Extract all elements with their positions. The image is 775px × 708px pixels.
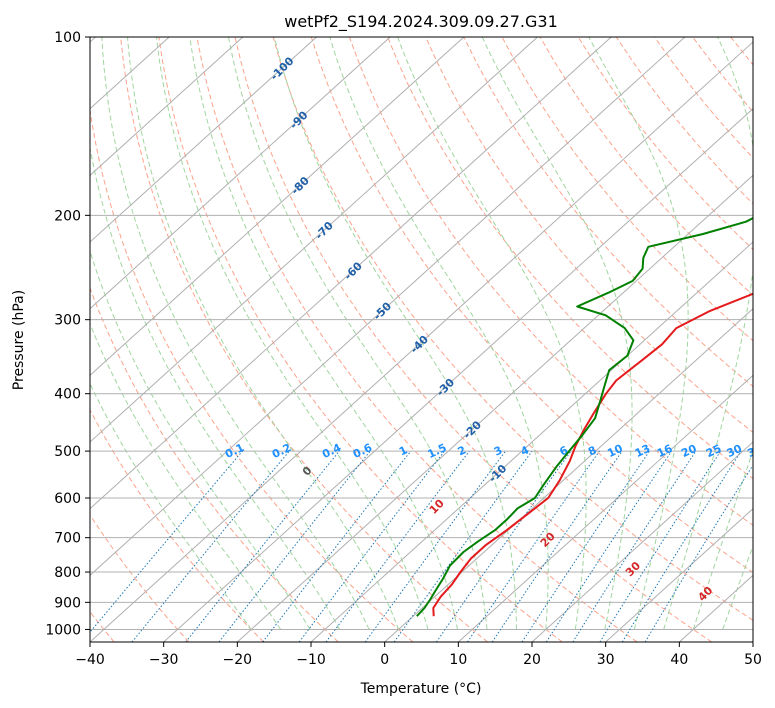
- isotherm-gridline: [236, 174, 753, 642]
- moist-adiabat: [329, 37, 549, 630]
- moist-adiabat: [692, 449, 753, 630]
- moist-adiabat: [397, 37, 587, 630]
- x-tick-label: 20: [523, 652, 541, 668]
- mixing-ratio-label: 25: [704, 442, 723, 460]
- isotherm-gridline: [90, 37, 538, 443]
- moist-adiabat: [156, 37, 429, 630]
- isotherm-gridline: [752, 641, 753, 642]
- y-tick-label: 700: [54, 531, 81, 547]
- mixing-ratio-label: 20: [679, 442, 699, 460]
- y-tick-label: 900: [54, 595, 81, 611]
- mixing-ratio-line: [218, 450, 371, 642]
- isotherm-gridline: [384, 307, 753, 642]
- y-tick-label: 200: [54, 208, 81, 224]
- grid-lines: [90, 37, 753, 642]
- x-tick-label: −40: [75, 652, 105, 668]
- isotherm-gridline: [90, 37, 391, 310]
- y-tick-label: 800: [54, 565, 81, 581]
- x-axis-title: Temperature (°C): [360, 681, 482, 697]
- x-tick-label: 10: [449, 652, 467, 668]
- dry-adiabat: [90, 408, 264, 642]
- chart-title: wetPf2_S194.2024.309.09.27.G31: [284, 12, 558, 32]
- isotherm-gridline: [531, 441, 753, 642]
- y-tick-label: 400: [54, 387, 81, 403]
- moist-adiabat: [273, 37, 517, 630]
- axes: −40 −30 −20 −10 0 10 20 30 40 50 100 200 300 400 500 60…: [45, 30, 762, 668]
- isotherm-gridline: [457, 374, 753, 642]
- mixing-ratio-line: [572, 450, 697, 642]
- x-tick-label: 50: [744, 652, 762, 668]
- y-tick-label: 300: [54, 313, 81, 329]
- dry-adiabat: [234, 37, 712, 642]
- dry-adiabat: [501, 37, 753, 342]
- mixing-ratio-line: [435, 450, 572, 642]
- isotherm-gridline: [310, 241, 753, 642]
- plot-frame: [89, 36, 754, 643]
- isotherm-gridline: [163, 107, 753, 642]
- mixing-ratio-line: [599, 450, 722, 642]
- moist-adiabat: [90, 382, 252, 630]
- mixing-ratio-line: [364, 450, 506, 642]
- mixing-ratio-label: 10: [605, 442, 625, 460]
- mixing-ratio-line: [325, 450, 470, 642]
- isotherm-gridline: [90, 37, 686, 577]
- y-tick-label: 100: [54, 30, 81, 46]
- mixing-ratio-label: 30: [725, 442, 745, 460]
- mixing-ratio-lines: [90, 450, 753, 642]
- dry-adiabat: [769, 37, 775, 642]
- temperature-profile-line: [432, 292, 753, 617]
- moist-adiabat: [228, 37, 488, 630]
- x-tick-label: 40: [670, 652, 688, 668]
- moist-adiabat: [90, 322, 282, 630]
- dry-adiabat: [425, 37, 753, 433]
- mixing-ratio-line: [467, 450, 600, 642]
- mixing-ratio-line: [545, 450, 673, 642]
- mixing-ratio-line: [90, 450, 243, 633]
- y-tick-label: 600: [54, 491, 81, 507]
- dewpoint-profile-line: [416, 216, 753, 617]
- moist-adiabat: [481, 37, 633, 630]
- x-tick-label: 30: [597, 652, 615, 668]
- isotherm-gridline: [90, 37, 317, 243]
- moist-adiabat: [588, 37, 689, 630]
- mixing-ratio-line: [298, 450, 445, 642]
- moist-adiabat: [127, 37, 399, 630]
- mixing-ratio-line: [521, 450, 650, 642]
- profile-series: [416, 216, 753, 617]
- moist-adiabat: [101, 37, 370, 630]
- plot-background: [90, 37, 753, 642]
- mixing-ratio-label: 13: [633, 442, 652, 460]
- mixing-ratio-line: [491, 450, 623, 642]
- x-tick-label: −30: [149, 652, 179, 668]
- dry-adiabat: [158, 37, 563, 642]
- y-tick-label: 500: [54, 444, 81, 460]
- moist-adiabat: [90, 144, 341, 630]
- moist-adiabat: [722, 544, 753, 630]
- moist-adiabat: [663, 37, 753, 630]
- moist-adiabat: [90, 249, 311, 630]
- isotherm-gridline: [90, 37, 465, 377]
- mixing-ratio-label: 16: [655, 442, 675, 460]
- x-tick-label: −20: [223, 652, 253, 668]
- isotherm-gridline: [90, 37, 244, 177]
- y-axis-title: Pressure (hPa): [11, 290, 27, 390]
- x-tick-label: −10: [296, 652, 326, 668]
- isotherm-gridline: [90, 37, 612, 510]
- isotherm-gridline: [90, 41, 753, 642]
- mixing-ratio-label: 36: [745, 442, 765, 460]
- x-tick-label: 0: [380, 652, 389, 668]
- mixing-ratio-line: [621, 450, 742, 642]
- dry-adiabat: [348, 37, 753, 526]
- dry-adiabat: [272, 37, 753, 621]
- isotherm-gridline: [605, 507, 753, 642]
- mixing-ratio-line: [644, 464, 753, 642]
- mixing-ratio-line: [393, 450, 533, 642]
- mixing-ratio-line: [262, 450, 412, 642]
- y-tick-label: 1000: [45, 622, 81, 638]
- mixing-ratio-line: [185, 450, 340, 642]
